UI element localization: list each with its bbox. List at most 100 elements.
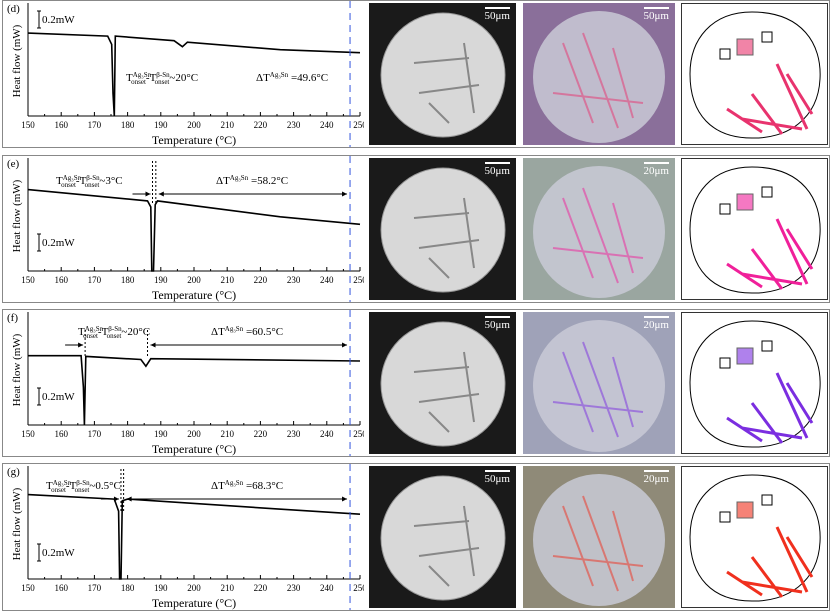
x-axis-label: Temperature (°C) [152,596,236,610]
heat-flow-curve [27,32,361,117]
x-axis-label: Temperature (°C) [152,288,236,302]
delta-t-annotation: ΔTAg₃Sn =58.2°C [216,174,288,187]
panel-row: 150 160 170 180 190 200 210 220 230 240 250 Tempera… [2,0,830,148]
x-tick-label: 160 [54,583,68,593]
dsc-chart: 150 160 170 180 190 200 210 220 230 240 250 Tempera… [7,1,364,147]
scale-bar-label: 0.2mW [42,237,75,249]
scale-bar-label: 0.2mW [42,391,75,403]
x-tick-label: 200 [187,120,201,130]
x-tick-label: 170 [88,583,102,593]
scale-bar-label: 0.2mW [42,547,75,559]
x-tick-label: 220 [254,583,268,593]
scale-label: 20μm [643,165,669,177]
scale-label: 50μm [484,473,510,485]
x-tick-label: 240 [320,120,334,130]
scale-label: 20μm [643,319,669,331]
panel-label: (f) [7,312,18,324]
scale-bar: 50μm [484,7,510,22]
scale-bar: 20μm [643,470,669,485]
dsc-chart: 150 160 170 180 190 200 210 220 230 240 250 Tempera… [7,156,364,302]
x-tick-label: 220 [254,429,268,439]
scale-bar: 50μm [484,316,510,331]
x-tick-label: 180 [121,429,135,439]
x-tick-label: 170 [88,429,102,439]
x-axis-label: Temperature (°C) [152,442,236,456]
crystal-icon [719,31,773,60]
optical-micrograph: 50μm [523,3,675,145]
onset-difference-annotation: TAg₃Sn onset-Tβ-Sn onset~20°C [78,325,150,340]
crystal-icon [719,186,773,215]
x-tick-label: 190 [154,120,168,130]
panel-label: (d) [7,3,20,15]
onset-difference-annotation: TAg₃Sn onset-Tβ-Sn onset~20°C [126,71,198,86]
x-tick-label: 210 [220,275,234,285]
y-axis-label: Heat flow (mW) [11,333,23,406]
crystal-icon [719,494,773,523]
scale-bar: 50μm [484,162,510,177]
x-tick-label: 160 [54,429,68,439]
delta-t-annotation: ΔTAg₃Sn =68.3°C [211,479,283,492]
x-tick-label: 150 [21,120,35,130]
schematic-sketch [681,158,828,300]
schematic-sketch [681,312,828,454]
heat-flow-curve [28,354,361,426]
x-tick-label: 170 [88,275,102,285]
optical-micrograph: 20μm [523,158,675,300]
x-tick-label: 180 [121,120,135,130]
x-tick-label: 160 [54,120,68,130]
onset-difference-annotation: TAg₃Sn onset-Tβ-Sn onset~0.5°C [46,479,121,494]
x-tick-label: 210 [220,429,234,439]
x-tick-label: 210 [220,120,234,130]
schematic-sketch [681,3,828,145]
heat-flow-curve [27,188,361,272]
panel-row: 150 160 170 180 190 200 210 220 230 240 250 Tempera… [2,309,830,457]
x-tick-label: 250 [353,583,364,593]
x-tick-label: 190 [154,275,168,285]
y-axis-label: Heat flow (mW) [11,179,23,252]
x-tick-label: 230 [287,120,301,130]
x-tick-label: 200 [187,583,201,593]
delta-t-annotation: ΔTAg₃Sn =49.6°C [256,71,328,84]
x-tick-label: 220 [254,275,268,285]
x-tick-label: 250 [353,120,364,130]
x-tick-label: 170 [88,120,102,130]
x-tick-label: 150 [21,583,35,593]
sem-micrograph: 50μm [369,158,516,300]
scale-label: 50μm [484,319,510,331]
crystal-icon [719,340,773,369]
x-tick-label: 250 [353,429,364,439]
x-tick-label: 150 [21,275,35,285]
x-tick-label: 180 [121,583,135,593]
scale-bar: 20μm [643,162,669,177]
x-tick-label: 210 [220,583,234,593]
dsc-chart: 150 160 170 180 190 200 210 220 230 240 250 Tempera… [7,464,364,610]
sem-micrograph: 50μm [369,3,516,145]
x-axis-label: Temperature (°C) [152,133,236,147]
sem-micrograph: 50μm [369,466,516,608]
x-tick-label: 220 [254,120,268,130]
heat-flow-curve [27,493,361,580]
panel-row: 150 160 170 180 190 200 210 220 230 240 250 Tempera… [2,155,830,303]
x-tick-label: 180 [121,275,135,285]
scale-label: 50μm [643,10,669,22]
panel-label: (e) [7,158,20,170]
x-tick-label: 250 [353,275,364,285]
scale-label: 50μm [484,10,510,22]
sem-micrograph: 50μm [369,312,516,454]
y-axis-label: Heat flow (mW) [11,24,23,97]
x-tick-label: 200 [187,275,201,285]
x-tick-label: 190 [154,429,168,439]
schematic-sketch [681,466,828,608]
x-tick-label: 240 [320,429,334,439]
optical-micrograph: 20μm [523,312,675,454]
x-tick-label: 200 [187,429,201,439]
optical-micrograph: 20μm [523,466,675,608]
x-tick-label: 150 [21,429,35,439]
y-axis-label: Heat flow (mW) [11,487,23,560]
scale-bar: 20μm [643,316,669,331]
x-tick-label: 230 [287,275,301,285]
onset-difference-annotation: TAg₃Sn onset-Tβ-Sn onset~3°C [56,174,123,189]
panel-label: (g) [7,466,20,478]
x-tick-label: 160 [54,275,68,285]
delta-t-annotation: ΔTAg₃Sn =60.5°C [211,325,283,338]
